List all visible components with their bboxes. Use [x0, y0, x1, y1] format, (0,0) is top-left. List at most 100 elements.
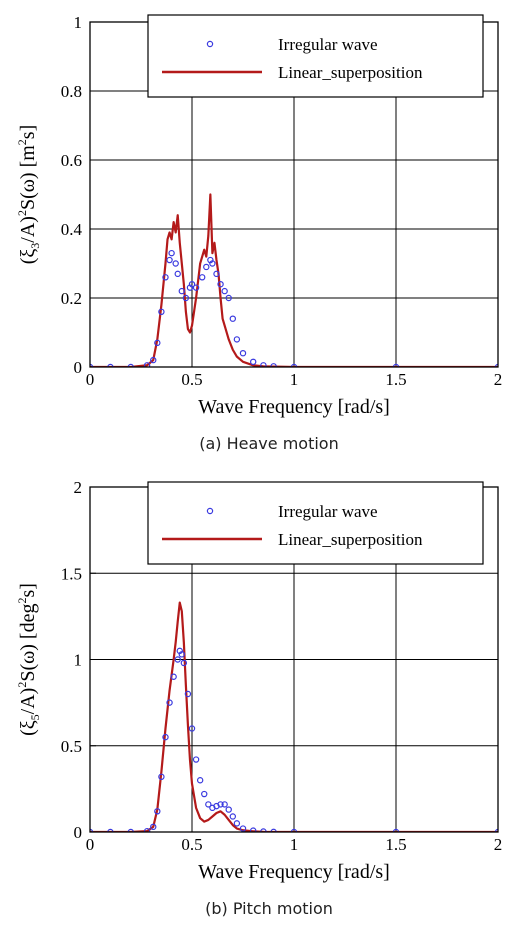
y-axis-label-part: 2 [15, 682, 29, 688]
data-point-irregular-wave [270, 363, 277, 367]
y-axis-label-part: 2 [15, 210, 29, 216]
data-point-irregular-wave [150, 823, 157, 831]
legend-label: Irregular wave [278, 502, 378, 521]
data-point-irregular-wave [154, 808, 161, 815]
chart-panel: 0 0.5 1 1.5 2 0 0.2 0.4 0.6 0.8 1 Irregular wave Lin… [15, 13, 502, 453]
data-point-irregular-wave [196, 777, 204, 784]
data-point-irregular-wave [250, 827, 257, 832]
data-point-irregular-wave [127, 828, 134, 832]
data-point-irregular-wave [182, 294, 190, 302]
data-point-irregular-wave [213, 270, 220, 278]
data-point-irregular-wave [188, 725, 196, 732]
data-point-irregular-wave [198, 274, 206, 281]
data-point-irregular-wave [180, 659, 188, 667]
data-point-irregular-wave [178, 287, 185, 295]
data-point-irregular-wave [225, 294, 232, 302]
data-point-irregular-wave [166, 699, 173, 706]
data-point-irregular-wave [188, 281, 196, 288]
data-point-irregular-wave [166, 256, 173, 264]
y-axis-label-part: s] [17, 125, 39, 139]
x-tick-label: 0 [86, 370, 95, 389]
y-axis-label-part: /A) [17, 688, 39, 715]
y-axis-label-part: 3 [28, 243, 42, 249]
data-point-irregular-wave [143, 362, 151, 367]
y-tick-label: 1.5 [61, 564, 82, 583]
data-point-irregular-wave [158, 308, 165, 315]
legend-marker-irregular-wave [206, 507, 214, 515]
x-tick-label: 2 [494, 370, 503, 389]
data-point-irregular-wave [229, 813, 236, 820]
data-point-irregular-wave [217, 801, 224, 808]
series-line-linear-superposition [90, 601, 498, 832]
y-axis-label: (ξ5/A)2S(ω) [deg2s] [15, 583, 42, 736]
data-point-irregular-wave [168, 249, 175, 257]
data-point-irregular-wave [158, 773, 165, 781]
legend-box [147, 481, 484, 565]
x-tick-label: 1.5 [385, 370, 406, 389]
data-point-irregular-wave [392, 828, 400, 832]
data-point-irregular-wave [233, 820, 241, 827]
data-point-irregular-wave [107, 828, 114, 832]
y-axis-label-part: S(ω) [deg [17, 604, 39, 682]
data-point-irregular-wave [178, 651, 185, 658]
data-point-irregular-wave [162, 733, 169, 741]
data-point-irregular-wave [203, 263, 210, 271]
x-tick-label: 0.5 [181, 835, 202, 854]
legend: Irregular wave Linear_superposition [147, 14, 484, 98]
legend-marker-irregular-wave [206, 40, 214, 48]
x-tick-label: 1 [290, 370, 299, 389]
y-axis-label: (ξ3/A)2S(ω) [m2s] [15, 125, 42, 265]
data-point-irregular-wave [221, 287, 228, 295]
y-axis-label-part: (ξ [17, 249, 39, 265]
y-axis-label-part: 2 [15, 139, 29, 145]
y-axis-label-part: s] [17, 583, 39, 597]
y-axis-label-part: S(ω) [m [17, 145, 39, 210]
data-point-irregular-wave [174, 656, 181, 663]
data-point-irregular-wave [154, 339, 161, 347]
chart-panel: 0 0.5 1 1.5 2 0 0.5 1 1.5 2 Irregular wave Linear_s… [15, 478, 502, 918]
series-line-linear-superposition [90, 193, 498, 367]
data-point-irregular-wave [172, 260, 179, 267]
y-tick-label: 0.8 [61, 82, 82, 101]
y-tick-label: 1 [74, 651, 83, 670]
data-point-irregular-wave [233, 336, 241, 343]
legend-label: Linear_superposition [278, 530, 423, 549]
data-point-irregular-wave [225, 806, 232, 813]
x-axis-label: Wave Frequency [rad/s] [198, 396, 390, 418]
figure-caption: (a) Heave motion [199, 434, 338, 453]
data-point-irregular-wave [239, 825, 247, 832]
y-tick-label: 0 [74, 358, 83, 377]
data-point-irregular-wave [170, 673, 177, 680]
legend-label: Linear_superposition [278, 63, 423, 82]
legend: Irregular wave Linear_superposition [147, 481, 484, 565]
plot-series-group [90, 601, 498, 832]
x-axis-label: Wave Frequency [rad/s] [198, 861, 390, 883]
x-tick-label: 0 [86, 835, 95, 854]
x-tick-label: 2 [494, 835, 503, 854]
data-point-irregular-wave [192, 284, 200, 291]
y-tick-label: 0.4 [61, 220, 83, 239]
y-tick-label: 0 [74, 823, 83, 842]
y-tick-label: 0.6 [61, 151, 82, 170]
legend-label: Irregular wave [278, 35, 378, 54]
y-tick-label: 1 [74, 13, 83, 32]
y-axis-label-part: 2 [15, 598, 29, 604]
y-axis-label-part: /A) [17, 216, 39, 243]
data-point-irregular-wave [260, 362, 267, 367]
data-point-irregular-wave [205, 801, 212, 808]
data-point-irregular-wave [174, 270, 181, 278]
y-axis-label-part: (ξ [17, 720, 39, 736]
data-point-irregular-wave [201, 790, 208, 798]
legend-box [147, 14, 484, 98]
data-point-irregular-wave [209, 260, 216, 267]
data-point-irregular-wave [217, 281, 224, 288]
y-tick-label: 0.2 [61, 289, 82, 308]
y-axis-label-part: 5 [28, 714, 42, 720]
data-point-irregular-wave [290, 828, 298, 832]
figure-caption: (b) Pitch motion [205, 899, 333, 918]
x-tick-label: 1.5 [385, 835, 406, 854]
data-point-irregular-wave [184, 690, 192, 698]
x-tick-label: 0.5 [181, 370, 202, 389]
x-tick-label: 1 [290, 835, 299, 854]
